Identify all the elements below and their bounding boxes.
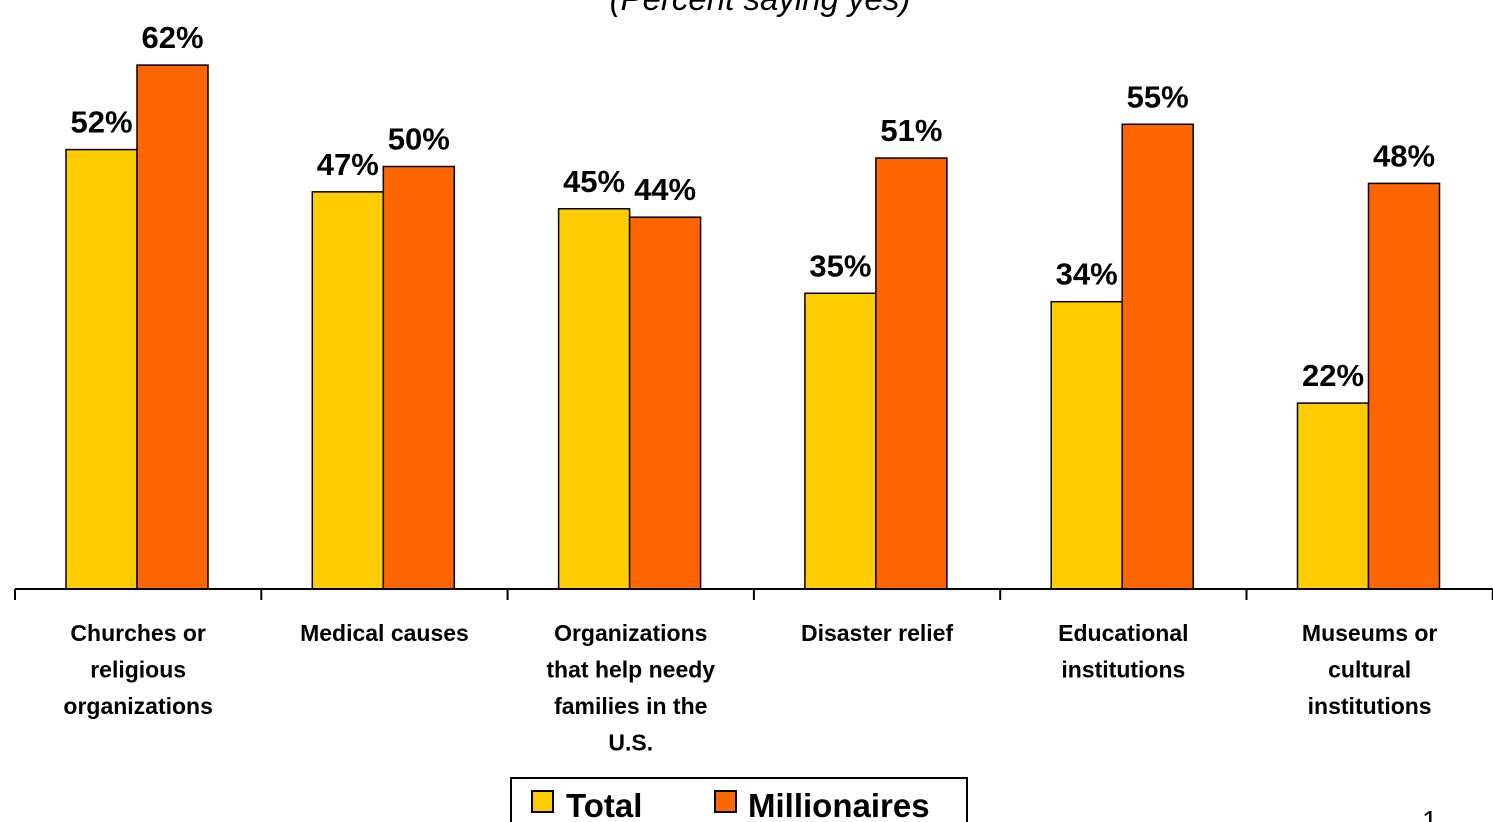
- chart-subtitle: (Percent saying yes): [610, 0, 911, 17]
- category-label-2-line-0: Organizations: [554, 620, 707, 646]
- category-label-0-line-2: organizations: [63, 693, 213, 719]
- category-label-3-line-0: Disaster relief: [801, 620, 953, 646]
- bar-total-4: [1050, 300, 1123, 590]
- category-label-1-line-0: Medical causes: [300, 620, 469, 646]
- category-label-2-line-3: U.S.: [608, 730, 653, 756]
- category-label-5-line-1: cultural: [1328, 657, 1411, 683]
- bar-millionaires-0: [136, 64, 209, 590]
- data-label-total-4: 34%: [1056, 257, 1118, 292]
- legend-label-total: Total: [566, 787, 642, 822]
- bar-millionaires-1: [382, 165, 456, 590]
- data-label-millionaires-2: 44%: [634, 172, 696, 207]
- category-label-4-line-0: Educational: [1058, 620, 1188, 646]
- data-label-millionaires-3: 51%: [880, 113, 942, 148]
- legend-swatch-total: [531, 790, 554, 813]
- data-label-millionaires-1: 50%: [388, 122, 450, 157]
- legend-box: [510, 777, 968, 822]
- bar-total-0: [65, 148, 138, 590]
- bar-total-1: [311, 191, 385, 590]
- legend-swatch-millionaires: [714, 790, 737, 813]
- bar-total-2: [557, 208, 631, 590]
- bar-millionaires-2: [628, 216, 702, 590]
- data-label-total-5: 22%: [1302, 358, 1364, 393]
- category-label-0-line-0: Churches or: [70, 620, 206, 646]
- category-label-5-line-2: institutions: [1308, 693, 1432, 719]
- data-label-total-3: 35%: [809, 248, 871, 283]
- data-label-millionaires-5: 48%: [1373, 138, 1435, 173]
- bar-millionaires-3: [875, 157, 948, 590]
- data-label-total-1: 47%: [317, 147, 379, 182]
- legend: Total Millionaires: [510, 777, 968, 822]
- bars-group: [65, 64, 1441, 590]
- data-label-millionaires-4: 55%: [1127, 79, 1189, 114]
- data-label-millionaires-0: 62%: [141, 20, 203, 55]
- category-label-4-line-1: institutions: [1061, 657, 1185, 683]
- category-label-5-line-0: Museums or: [1302, 620, 1438, 646]
- category-labels-group: Churches or religious organizations Medical…: [63, 620, 1437, 756]
- data-label-total-2: 45%: [563, 164, 625, 199]
- bar-millionaires-5: [1367, 182, 1441, 590]
- category-label-0-line-1: religious: [90, 657, 186, 683]
- bar-total-5: [1296, 402, 1370, 590]
- bar-total-3: [804, 292, 877, 590]
- category-label-2-line-1: that help needy: [546, 657, 715, 683]
- value-labels-group: 52% 62% 47% 50% 45% 44% 35% 51% 34% 55% 22% 48%: [70, 20, 1435, 393]
- bar-millionaires-4: [1121, 123, 1194, 590]
- legend-label-millionaires: Millionaires: [748, 787, 930, 822]
- data-label-total-0: 52%: [70, 105, 132, 140]
- category-label-2-line-2: families in the: [554, 693, 707, 719]
- page-number: 1: [1422, 805, 1438, 822]
- x-axis: [14, 588, 1493, 600]
